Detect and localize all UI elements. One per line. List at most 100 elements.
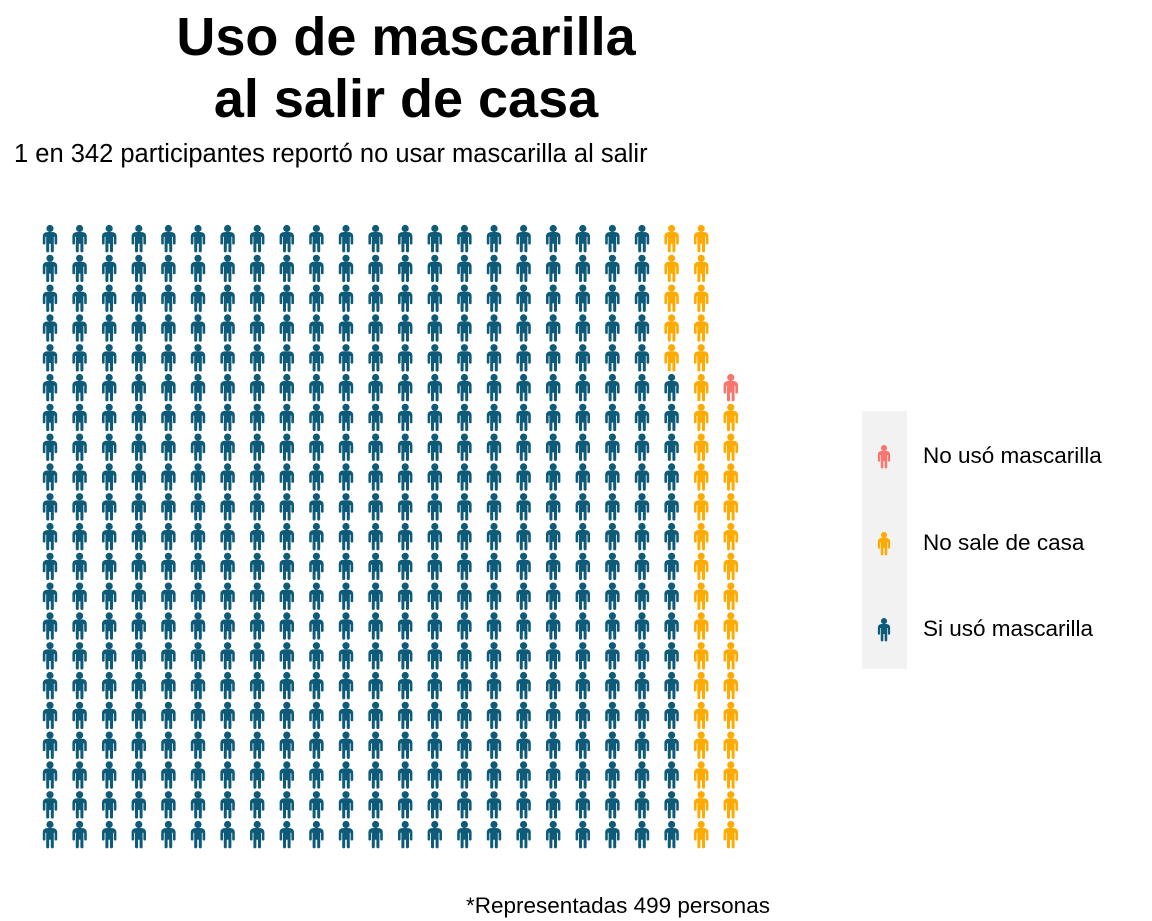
waffle-person-mask <box>161 522 176 551</box>
waffle-person-mask <box>605 254 620 283</box>
waffle-person-mask <box>634 612 650 640</box>
waffle-person-mask <box>427 373 442 402</box>
waffle-person-stays-home <box>694 791 709 819</box>
waffle-person-mask <box>398 463 413 491</box>
waffle-person-mask <box>338 284 354 312</box>
waffle-person-stays-home <box>664 224 679 253</box>
waffle-person-mask <box>338 224 354 253</box>
waffle-person-mask <box>220 314 235 342</box>
waffle-person-stays-home <box>694 284 709 312</box>
waffle-person-mask <box>190 314 206 342</box>
waffle-person-mask <box>338 642 354 670</box>
waffle-person-mask <box>72 344 87 372</box>
waffle-person-mask <box>42 582 58 610</box>
waffle-person-mask <box>72 284 87 312</box>
waffle-person-mask <box>72 254 87 283</box>
waffle-person-mask <box>338 373 354 402</box>
waffle-person-mask <box>398 522 413 551</box>
waffle-person-mask <box>190 493 206 521</box>
waffle-person-mask <box>605 582 620 610</box>
waffle-person-mask <box>72 820 87 849</box>
legend-person-icon <box>877 445 891 469</box>
waffle-person-mask <box>161 433 176 461</box>
waffle-person-mask <box>368 403 383 432</box>
waffle-person-mask <box>72 612 87 640</box>
waffle-person-mask <box>42 612 58 640</box>
waffle-person-mask <box>309 612 324 640</box>
waffle-person-mask <box>368 791 383 819</box>
waffle-person-mask <box>42 403 58 432</box>
waffle-person-mask <box>575 344 590 372</box>
waffle-person-mask <box>250 820 265 849</box>
waffle-person-mask <box>161 791 176 819</box>
legend-label-stays-home: No sale de casa <box>923 530 1085 555</box>
waffle-person-mask <box>220 403 235 432</box>
legend-item-no-mask: No usó mascarilla <box>862 440 1102 472</box>
waffle-person-mask <box>368 314 383 342</box>
waffle-person-mask <box>338 254 354 283</box>
waffle-person-mask <box>131 582 146 610</box>
waffle-person-mask <box>250 552 265 581</box>
waffle-person-mask <box>575 224 590 253</box>
waffle-person-mask <box>102 791 117 819</box>
waffle-person-mask <box>131 373 146 402</box>
waffle-person-mask <box>516 224 531 253</box>
waffle-person-mask <box>486 344 502 372</box>
waffle-person-mask <box>457 433 472 461</box>
waffle-person-mask <box>279 344 294 372</box>
waffle-person-mask <box>190 403 206 432</box>
waffle-person-mask <box>516 791 531 819</box>
legend-item-mask: Si usó mascarilla <box>862 613 1093 645</box>
waffle-person-mask <box>161 254 176 283</box>
waffle-person-mask <box>427 314 442 342</box>
waffle-person-mask <box>72 493 87 521</box>
waffle-person-mask <box>368 433 383 461</box>
waffle-person-mask <box>190 433 206 461</box>
waffle-person-mask <box>190 791 206 819</box>
waffle-person-mask <box>42 373 58 402</box>
waffle-person-mask <box>190 344 206 372</box>
waffle-person-mask <box>279 522 294 551</box>
waffle-person-mask <box>546 612 561 640</box>
waffle-person-stays-home <box>723 731 738 759</box>
waffle-person-mask <box>546 671 561 700</box>
waffle-person-stays-home <box>694 403 709 432</box>
waffle-person-mask <box>457 791 472 819</box>
waffle-person-mask <box>102 433 117 461</box>
waffle-person-stays-home <box>723 761 738 789</box>
waffle-person-mask <box>102 314 117 342</box>
waffle-person-mask <box>72 433 87 461</box>
waffle-person-stays-home <box>694 463 709 491</box>
waffle-person-mask <box>42 224 58 253</box>
waffle-person-mask <box>131 761 146 789</box>
waffle-person-mask <box>42 642 58 670</box>
waffle-person-mask <box>250 433 265 461</box>
waffle-person-mask <box>457 820 472 849</box>
waffle-person-mask <box>516 493 531 521</box>
waffle-person-mask <box>220 254 235 283</box>
waffle-person-mask <box>575 522 590 551</box>
waffle-person-mask <box>575 791 590 819</box>
waffle-person-mask <box>398 224 413 253</box>
waffle-person-mask <box>42 522 58 551</box>
waffle-person-mask <box>161 761 176 789</box>
waffle-person-mask <box>605 552 620 581</box>
waffle-person-mask <box>250 522 265 551</box>
waffle-person-mask <box>486 582 502 610</box>
waffle-person-mask <box>338 403 354 432</box>
waffle-person-mask <box>161 671 176 700</box>
waffle-person-mask <box>42 552 58 581</box>
waffle-person-stays-home <box>694 552 709 581</box>
waffle-person-mask <box>516 254 531 283</box>
waffle-person-mask <box>605 493 620 521</box>
waffle-person-mask <box>190 224 206 253</box>
waffle-person-mask <box>338 701 354 730</box>
waffle-person-mask <box>398 254 413 283</box>
legend-person-icon <box>877 618 891 642</box>
waffle-person-mask <box>634 820 650 849</box>
waffle-person-mask <box>250 493 265 521</box>
waffle-person-mask <box>190 612 206 640</box>
waffle-person-mask <box>516 463 531 491</box>
waffle-person-mask <box>338 582 354 610</box>
